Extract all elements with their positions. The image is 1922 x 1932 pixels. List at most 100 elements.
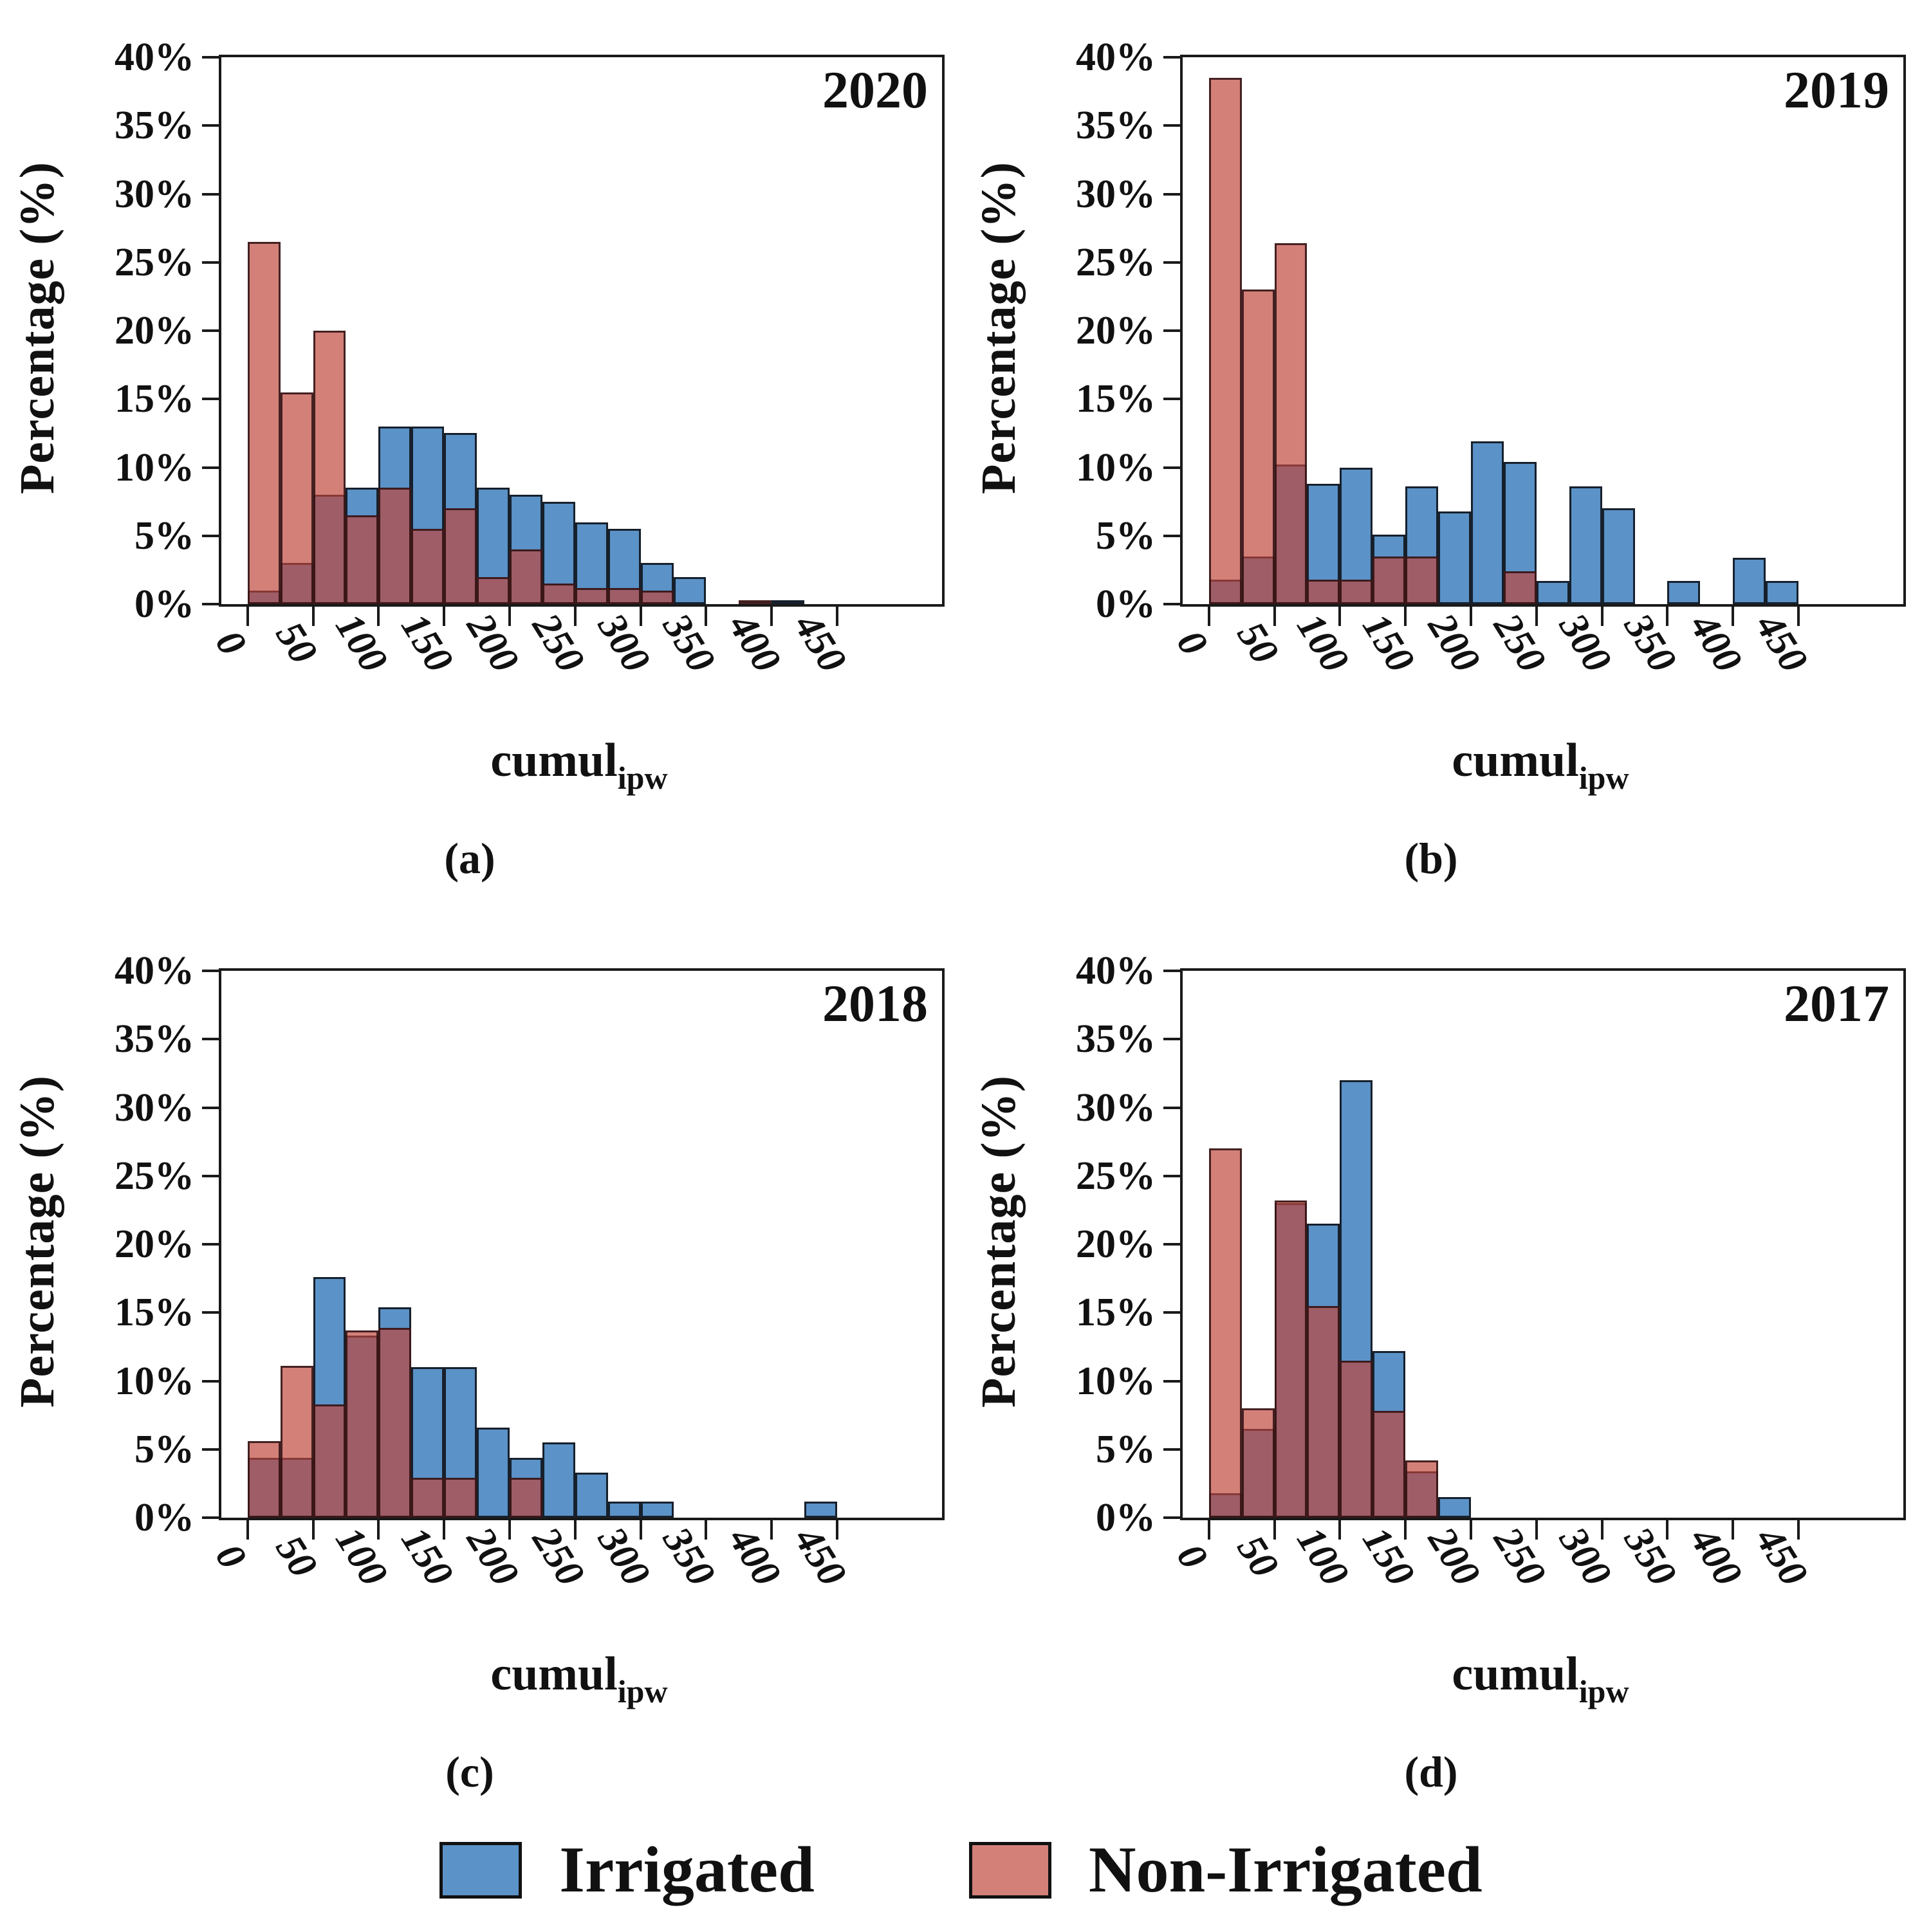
non-irrigated-bar [378,488,412,604]
y-tick-label: 0% [1096,1496,1156,1540]
y-tick-mark [202,124,219,127]
x-tick-mark [1732,1520,1735,1540]
non-irrigated-bar [1340,579,1373,604]
plot-area-2019: 0% 5% 10% 15% 20% 25% 30% 35% 40% 0 50 100 150 200 250… [1076,37,1906,680]
x-tick-mark [1338,1520,1342,1540]
y-tick-mark [1163,1311,1180,1314]
irrigated-bar [1471,441,1504,604]
x-tick-label: 350 [1616,605,1685,680]
x-axis-label-main: cumul [1452,734,1579,787]
y-tick-mark [202,56,219,59]
non-irrigated-bar [411,529,445,604]
non-irrigated-bar [510,549,542,604]
plot-area-2017: 0% 5% 10% 15% 20% 25% 30% 35% 40% 0 50 100 150 200 250… [1076,951,1906,1594]
x-tick-label: 250 [1485,605,1554,680]
non-irrigated-bar [510,1478,542,1518]
x-tick-label: 50 [266,614,326,672]
x-tick-label: 200 [1419,1519,1489,1594]
x-tick-label: 200 [458,605,528,680]
x-axis-label-main: cumul [490,1648,618,1700]
non-irrigated-bar [1307,1305,1340,1518]
x-tick-mark [639,1520,642,1540]
irrigated-bar [1438,511,1471,604]
non-irrigated-bar [411,1478,445,1518]
non-irrigated-bar [313,1404,346,1518]
y-tick-label: 0% [134,1496,194,1540]
panel-year-title: 2020 [822,60,928,119]
non-irrigated-bar [247,1441,281,1518]
non-irrigated-bar [444,1478,477,1518]
y-tick-mark [202,1038,219,1041]
y-tick-label: 15% [1076,377,1156,421]
y-tick-label: 30% [115,1085,194,1130]
y-tick-mark [202,970,219,972]
legend: Irrigated Non-Irrigated [0,1837,1922,1903]
irrigated-bar [1733,557,1766,604]
y-tick-label: 35% [1076,1017,1156,1062]
x-tick-label: 250 [524,605,593,680]
x-tick-mark [1338,607,1342,626]
y-tick-label: 30% [1076,1085,1156,1130]
non-irrigated-bar [247,241,281,604]
y-tick-mark [1163,329,1180,332]
x-axis-label-subscript: ipw [1578,1673,1629,1709]
x-tick-label: 250 [1485,1519,1554,1594]
x-tick-mark [1535,1520,1538,1540]
x-tick-label: 200 [1419,605,1489,680]
panel-year-title: 2018 [822,974,928,1033]
y-tick-label: 25% [1076,1154,1156,1198]
y-axis-label: Percentage (%) [10,161,64,495]
x-tick-mark [246,1520,249,1540]
y-axis-label: Percentage (%) [972,161,1026,495]
y-tick-mark [1163,603,1180,605]
y-tick-label: 35% [1076,104,1156,148]
x-tick-label: 0 [1168,623,1216,663]
non-irrigated-bar [1208,1148,1242,1518]
panel-caption: (b) [1404,834,1458,883]
x-tick-mark [508,607,511,626]
panel-caption: (a) [444,834,495,883]
x-tick-label: 50 [1228,614,1287,672]
y-tick-mark [1163,466,1180,469]
x-tick-label: 0 [1168,1536,1216,1577]
x-tick-label: 350 [654,605,724,680]
y-tick-mark [1163,261,1180,264]
panel-caption: (d) [1404,1747,1458,1796]
non-irrigated-bar [346,1330,379,1518]
non-irrigated-bar [1405,556,1439,604]
x-tick-label: 400 [1681,1519,1751,1594]
non-irrigated-bar [1340,1360,1373,1518]
x-tick-label: 450 [786,1519,855,1594]
x-tick-label: 300 [589,605,658,680]
non-irrigated-bar [280,1366,313,1518]
x-tick-label: 100 [327,605,396,680]
irrigated-bar [542,1442,575,1518]
y-tick-label: 10% [1076,445,1156,490]
y-tick-label: 20% [1076,1222,1156,1266]
x-tick-mark [1207,1520,1210,1540]
x-tick-mark [1666,1520,1669,1540]
x-tick-label: 100 [1288,1519,1358,1594]
x-axis-label-main: cumul [490,734,618,787]
y-tick-mark [202,1448,219,1451]
y-tick-label: 15% [115,377,194,421]
x-tick-label: 300 [589,1519,658,1594]
y-tick-mark [202,329,219,332]
x-tick-label: 150 [1354,1519,1423,1594]
irrigated-bar [477,1427,510,1518]
y-tick-label: 5% [134,513,194,558]
x-tick-mark [705,607,708,626]
x-tick-label: 450 [786,605,855,680]
irrigated-bar [1602,508,1635,604]
panel-2017: Percentage (%) 0% 5% 10% 15% 20% 25% 30% 35% 40% 0… [961,914,1922,1827]
y-tick-mark [1163,398,1180,401]
y-tick-label: 15% [1076,1291,1156,1335]
x-axis-label-main: cumul [1452,1648,1579,1700]
x-tick-mark [377,607,380,626]
non-irrigated-bar [1208,77,1242,604]
x-tick-mark [770,1520,773,1540]
panel-2019: Percentage (%) 0% 5% 10% 15% 20% 25% 30% 35% 40% 0… [961,0,1922,914]
x-tick-mark [836,607,839,626]
non-irrigated-bar [739,600,772,604]
